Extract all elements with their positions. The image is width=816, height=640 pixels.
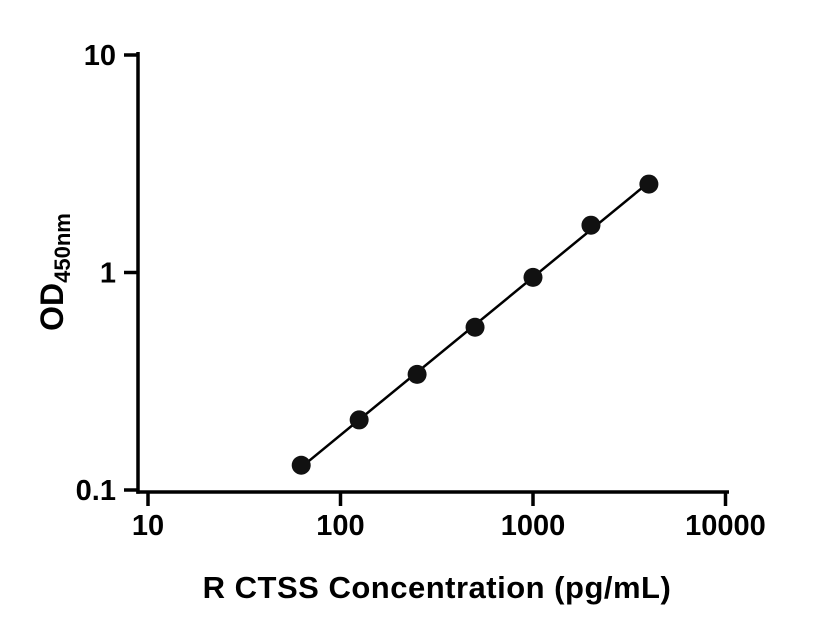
y-tick-label: 10 bbox=[84, 40, 116, 72]
y-axis-title-main: OD bbox=[33, 282, 70, 331]
data-point bbox=[523, 267, 543, 287]
x-tick-label: 10 bbox=[132, 510, 164, 542]
y-axis-title: OD450nm bbox=[34, 213, 76, 331]
y-tick-label: 0.1 bbox=[76, 475, 116, 507]
x-tick-label: 100 bbox=[316, 510, 364, 542]
y-axis-title-subscript: 450nm bbox=[50, 213, 76, 283]
data-point bbox=[639, 174, 659, 194]
x-tick-label: 10000 bbox=[685, 510, 766, 542]
data-point bbox=[407, 364, 427, 384]
data-point bbox=[291, 455, 311, 475]
data-point bbox=[465, 317, 485, 337]
x-axis-title: R CTSS Concentration (pg/mL) bbox=[202, 570, 672, 605]
data-point bbox=[349, 410, 369, 430]
data-point bbox=[581, 215, 601, 235]
x-tick-label: 1000 bbox=[501, 510, 566, 542]
y-tick-label: 1 bbox=[100, 258, 116, 290]
